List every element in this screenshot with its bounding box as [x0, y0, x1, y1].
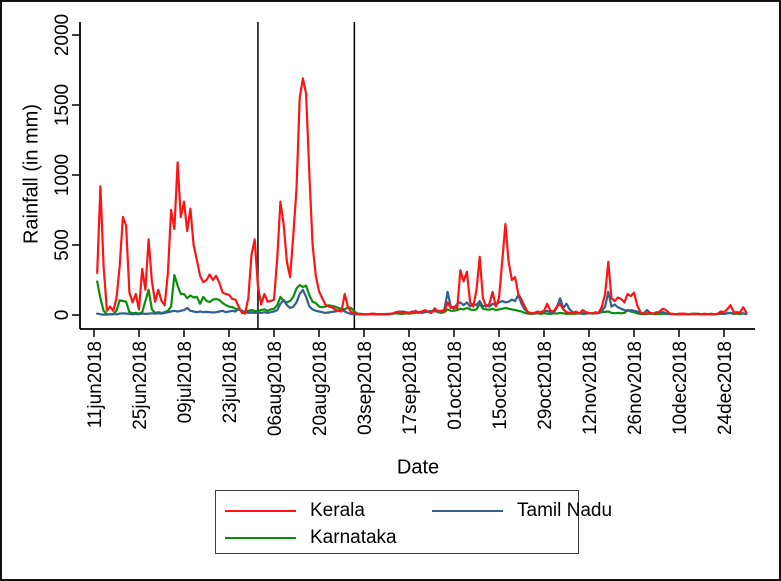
x-tick-label-6: 03sep2018	[355, 341, 376, 435]
x-tick-label-2: 09jul2018	[175, 341, 196, 423]
series-line-kerala	[96, 77, 748, 316]
y-tick-label-1: 500	[52, 229, 73, 261]
x-tick-label-1: 25jun2018	[130, 341, 151, 430]
legend-label-tamil-nadu: Tamil Nadu	[517, 500, 613, 521]
legend-entry-kerala: Kerala	[225, 500, 365, 522]
x-tick-label-0: 11jun2018	[85, 341, 106, 428]
y-tick-label-3: 1500	[52, 84, 73, 126]
x-tick-label-8: 01oct2018	[445, 341, 466, 430]
y-tick-label-2: 1000	[52, 154, 73, 196]
x-tick-label-3: 23jul2018	[220, 341, 241, 423]
x-tick-label-9: 15oct2018	[490, 341, 511, 430]
karnataka-line-swatch	[225, 537, 296, 539]
x-tick-label-10: 29oct2018	[535, 341, 556, 430]
x-tick-label-12: 26nov2018	[625, 341, 646, 435]
series-line-karnataka	[96, 274, 748, 316]
x-tick-label-7: 17sep2018	[400, 341, 421, 435]
y-tick-label-0: 0	[52, 310, 73, 321]
kerala-line-swatch	[225, 510, 296, 512]
x-axis-title: Date	[396, 456, 440, 479]
legend-label-kerala: Kerala	[310, 500, 365, 521]
x-tick-label-11: 12nov2018	[580, 341, 601, 435]
legend: Kerala Karnataka Tamil Nadu	[215, 490, 612, 554]
legend-label-karnataka: Karnataka	[310, 527, 397, 548]
y-tick-label-4: 2000	[52, 14, 73, 56]
tamil-nadu-line-swatch	[432, 510, 503, 512]
legend-entry-karnataka: Karnataka	[225, 527, 397, 549]
x-tick-label-13: 10dec2018	[670, 341, 691, 435]
x-tick-label-4: 06aug2018	[265, 341, 286, 436]
y-axis-title: Rainfall (in mm)	[20, 103, 43, 245]
legend-entry-tamil-nadu: Tamil Nadu	[432, 500, 612, 522]
x-tick-label-5: 20aug2018	[310, 341, 331, 436]
x-tick-label-14: 24dec2018	[715, 341, 736, 435]
